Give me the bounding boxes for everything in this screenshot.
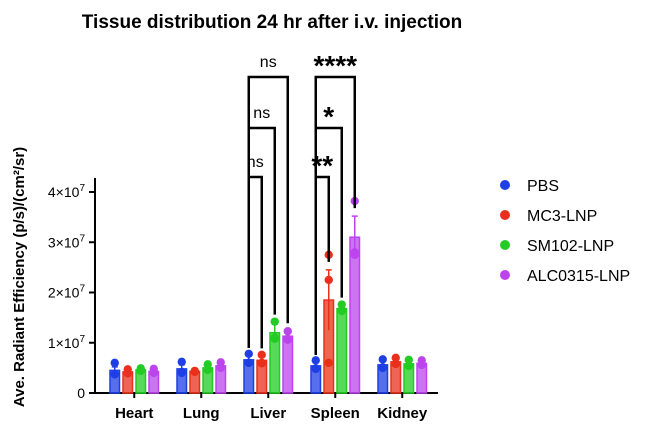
data-point	[149, 368, 158, 377]
y-tick-label: 1×107	[48, 334, 86, 351]
y-tick-label: 2×107	[48, 284, 86, 301]
y-tick-label: 0	[77, 385, 85, 401]
y-tick-label: 4×107	[48, 183, 86, 200]
y-tick-mantissa: 0	[77, 385, 85, 401]
data-point	[378, 355, 387, 364]
significance-label: ****	[313, 50, 357, 81]
data-point	[110, 358, 119, 368]
data-point	[136, 366, 145, 376]
data-point	[404, 355, 413, 365]
data-point	[391, 353, 400, 363]
data-point	[177, 367, 186, 377]
bar	[349, 236, 361, 394]
x-category-label: Spleen	[311, 405, 360, 422]
legend-marker	[500, 240, 510, 250]
y-tick-mantissa: 4×10	[48, 184, 80, 200]
legend-marker	[500, 180, 510, 190]
significance-label: ns	[260, 54, 277, 71]
significance-label: *	[323, 101, 334, 132]
y-tick-exponent: 7	[79, 233, 85, 244]
data-point	[177, 357, 186, 367]
data-point	[324, 358, 333, 368]
bar	[336, 307, 348, 394]
legend-label: ALC0315-LNP	[527, 268, 630, 285]
data-point	[391, 359, 400, 369]
y-tick-mantissa: 2×10	[48, 285, 80, 301]
legend-label: PBS	[527, 178, 559, 195]
data-point	[270, 333, 279, 342]
data-point	[337, 305, 346, 315]
data-point	[417, 360, 426, 370]
y-tick-label: 3×107	[48, 233, 86, 250]
legend-marker	[500, 270, 510, 280]
significance-label: ns	[247, 154, 264, 171]
data-point	[203, 365, 212, 375]
significance-bracket	[247, 175, 263, 349]
data-point	[378, 363, 387, 372]
y-tick-exponent: 7	[79, 334, 85, 345]
y-axis-label: Ave. Radiant Efficiency (p/s)/(cm²/sr)	[11, 147, 28, 407]
data-point	[257, 359, 266, 368]
data-point	[311, 356, 320, 365]
legend-label: MC3-LNP	[527, 208, 597, 225]
data-point	[110, 370, 119, 379]
data-point	[283, 326, 292, 336]
y-tick-mantissa: 3×10	[48, 234, 80, 250]
data-point	[123, 369, 132, 378]
data-point	[244, 358, 253, 368]
data-point	[311, 364, 320, 374]
y-tick-mantissa: 1×10	[48, 335, 80, 351]
x-category-label: Heart	[115, 405, 153, 422]
y-tick-exponent: 7	[79, 183, 85, 194]
data-point	[404, 361, 413, 371]
x-category-label: Lung	[183, 405, 220, 422]
data-point	[270, 317, 279, 326]
legend-label: SM102-LNP	[527, 238, 614, 255]
legend: PBS MC3-LNP SM102-LNP ALC0315-LNP	[500, 178, 630, 285]
data-point	[257, 350, 266, 360]
data-point	[190, 367, 199, 377]
legend-marker	[500, 210, 510, 220]
data-point	[324, 275, 333, 285]
data-point	[350, 250, 359, 260]
x-category-label: Liver	[250, 405, 286, 422]
y-tick-exponent: 7	[79, 284, 85, 295]
bar	[282, 335, 294, 394]
chart-title: Tissue distribution 24 hr after i.v. inj…	[82, 12, 462, 33]
significance-bracket	[247, 75, 289, 348]
significance-label: ns	[253, 105, 270, 122]
significance-bracket	[314, 75, 356, 355]
x-category-label: Kidney	[377, 405, 428, 422]
data-point	[216, 363, 225, 373]
data-point	[244, 349, 253, 359]
data-point	[283, 334, 292, 343]
